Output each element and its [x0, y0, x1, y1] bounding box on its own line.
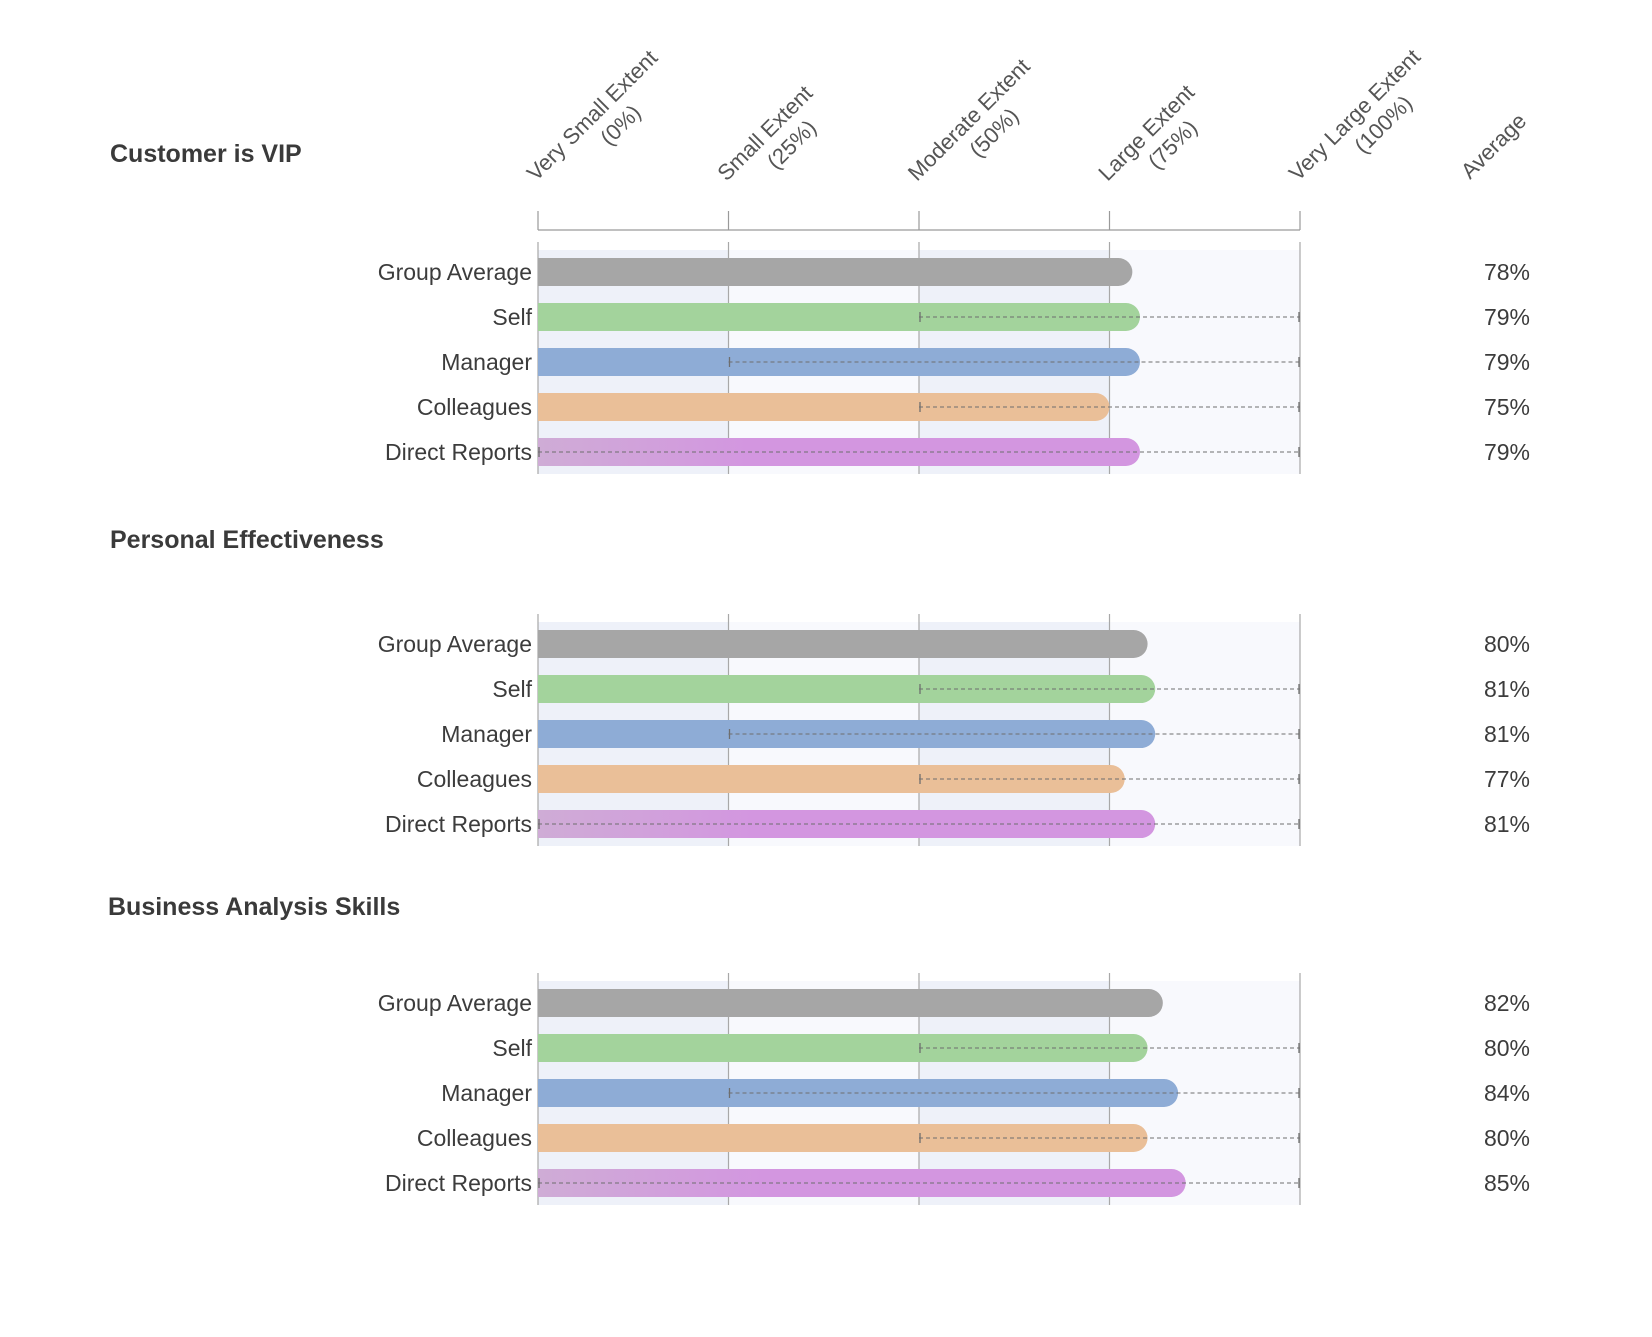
average-header-text: Average: [1456, 108, 1531, 183]
bar-row: Manager 79%: [441, 348, 1530, 376]
group-title: Personal Effectiveness: [110, 526, 384, 554]
row-label: Colleagues: [417, 1125, 532, 1151]
bar-row: Colleagues 80%: [417, 1124, 1530, 1152]
row-label: Colleagues: [417, 394, 532, 420]
bar: [538, 630, 1148, 658]
bar: [538, 720, 1156, 748]
group-title: Customer is VIP: [110, 140, 302, 168]
bar-row: Direct Reports 79%: [385, 438, 1530, 466]
average-value: 81%: [1484, 676, 1530, 702]
bar: [538, 1124, 1148, 1152]
bar-row: Direct Reports 85%: [385, 1169, 1530, 1197]
row-label: Manager: [441, 721, 532, 747]
bar: [538, 258, 1133, 286]
scale-header-label: Very Small Extent(0%): [522, 45, 662, 185]
bar-row: Group Average 78%: [378, 258, 1530, 286]
bar: [538, 393, 1110, 421]
bar-row: Colleagues 77%: [417, 765, 1530, 793]
scale-header-label: Moderate Extent(50%): [903, 54, 1035, 186]
row-label: Direct Reports: [385, 439, 532, 465]
row-label: Group Average: [378, 259, 532, 285]
row-label: Manager: [441, 1080, 532, 1106]
row-label: Self: [492, 676, 532, 702]
scale-header: Very Small Extent(0%) Small Extent(25%) Mo…: [522, 44, 1531, 231]
bar-row: Direct Reports 81%: [385, 810, 1530, 838]
bar: [538, 765, 1125, 793]
row-label: Colleagues: [417, 766, 532, 792]
average-value: 80%: [1484, 1125, 1530, 1151]
average-value: 75%: [1484, 394, 1530, 420]
row-label: Self: [492, 1035, 532, 1061]
average-value: 79%: [1484, 439, 1530, 465]
average-value: 81%: [1484, 811, 1530, 837]
bar: [538, 438, 1140, 466]
average-value: 79%: [1484, 349, 1530, 375]
bar-row: Self 79%: [492, 303, 1530, 331]
scale-header-label: Very Large Extent(100%): [1284, 44, 1425, 185]
bar: [538, 989, 1163, 1017]
average-header-label: Average: [1456, 108, 1531, 183]
metric-group: Personal Effectiveness Group Average 80% Se…: [110, 526, 1530, 846]
bar: [538, 675, 1156, 703]
average-value: 84%: [1484, 1080, 1530, 1106]
row-label: Manager: [441, 349, 532, 375]
bar: [538, 303, 1140, 331]
average-value: 81%: [1484, 721, 1530, 747]
row-label: Group Average: [378, 990, 532, 1016]
scale-header-label: Small Extent(25%): [712, 81, 821, 186]
row-label: Direct Reports: [385, 1170, 532, 1196]
average-value: 82%: [1484, 990, 1530, 1016]
row-label: Group Average: [378, 631, 532, 657]
bar: [538, 348, 1140, 376]
bar-row: Manager 84%: [441, 1079, 1530, 1108]
average-value: 77%: [1484, 766, 1530, 792]
average-value: 80%: [1484, 1035, 1530, 1061]
group-title: Business Analysis Skills: [108, 893, 400, 921]
bar-row: Colleagues 75%: [417, 393, 1530, 421]
average-value: 80%: [1484, 631, 1530, 657]
metric-group: Business Analysis Skills Group Average 82%…: [108, 893, 1530, 1205]
scale-header-label: Large Extent(75%): [1093, 80, 1202, 186]
row-label: Self: [492, 304, 532, 330]
bar-row: Self 80%: [492, 1034, 1530, 1062]
average-value: 78%: [1484, 259, 1530, 285]
bar-row: Self 81%: [492, 675, 1530, 703]
bar-row: Manager 81%: [441, 720, 1530, 748]
bar-row: Group Average 80%: [378, 630, 1530, 658]
average-value: 85%: [1484, 1170, 1530, 1196]
row-label: Direct Reports: [385, 811, 532, 837]
bar-row: Group Average 82%: [378, 989, 1530, 1017]
average-value: 79%: [1484, 304, 1530, 330]
bar: [538, 1034, 1148, 1062]
